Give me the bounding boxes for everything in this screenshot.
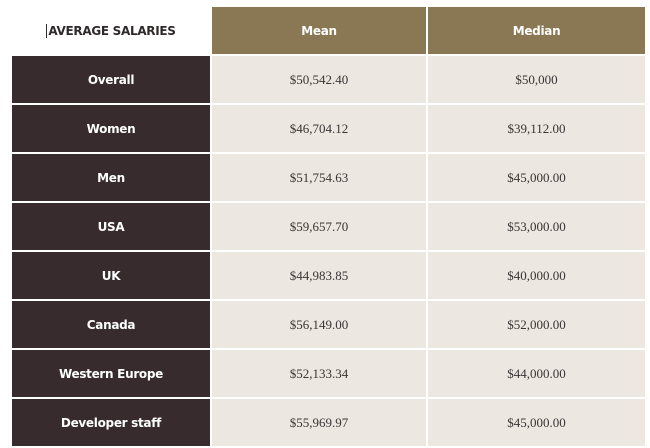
table-title: AVERAGE SALARIES [46,23,176,38]
table-row: Men $51,754.63 $45,000.00 [12,154,645,201]
mean-value: $52,133.34 [212,350,426,397]
row-label: Women [12,105,210,152]
column-header-mean: Mean [212,7,426,54]
row-label: Overall [12,56,210,103]
table-title-cell: AVERAGE SALARIES [12,7,210,54]
mean-value: $55,969.97 [212,399,426,446]
median-value: $39,112.00 [428,105,645,152]
mean-value: $56,149.00 [212,301,426,348]
table-row: Overall $50,542.40 $50,000 [12,56,645,103]
row-label: Canada [12,301,210,348]
table-row: USA $59,657.70 $53,000.00 [12,203,645,250]
mean-value: $44,983.85 [212,252,426,299]
median-value: $53,000.00 [428,203,645,250]
mean-value: $50,542.40 [212,56,426,103]
table-row: UK $44,983.85 $40,000.00 [12,252,645,299]
table-row: Developer staff $55,969.97 $45,000.00 [12,399,645,446]
row-label: UK [12,252,210,299]
median-value: $40,000.00 [428,252,645,299]
row-label: USA [12,203,210,250]
row-label: Western Europe [12,350,210,397]
mean-value: $51,754.63 [212,154,426,201]
table-row: Women $46,704.12 $39,112.00 [12,105,645,152]
median-value: $50,000 [428,56,645,103]
table-header-row: AVERAGE SALARIES Mean Median [12,7,645,54]
row-label: Men [12,154,210,201]
median-value: $44,000.00 [428,350,645,397]
average-salaries-table: AVERAGE SALARIES Mean Median Overall $50… [10,5,647,448]
median-value: $45,000.00 [428,154,645,201]
median-value: $52,000.00 [428,301,645,348]
median-value: $45,000.00 [428,399,645,446]
row-label: Developer staff [12,399,210,446]
mean-value: $59,657.70 [212,203,426,250]
column-header-median: Median [428,7,645,54]
table-row: Western Europe $52,133.34 $44,000.00 [12,350,645,397]
table-row: Canada $56,149.00 $52,000.00 [12,301,645,348]
mean-value: $46,704.12 [212,105,426,152]
